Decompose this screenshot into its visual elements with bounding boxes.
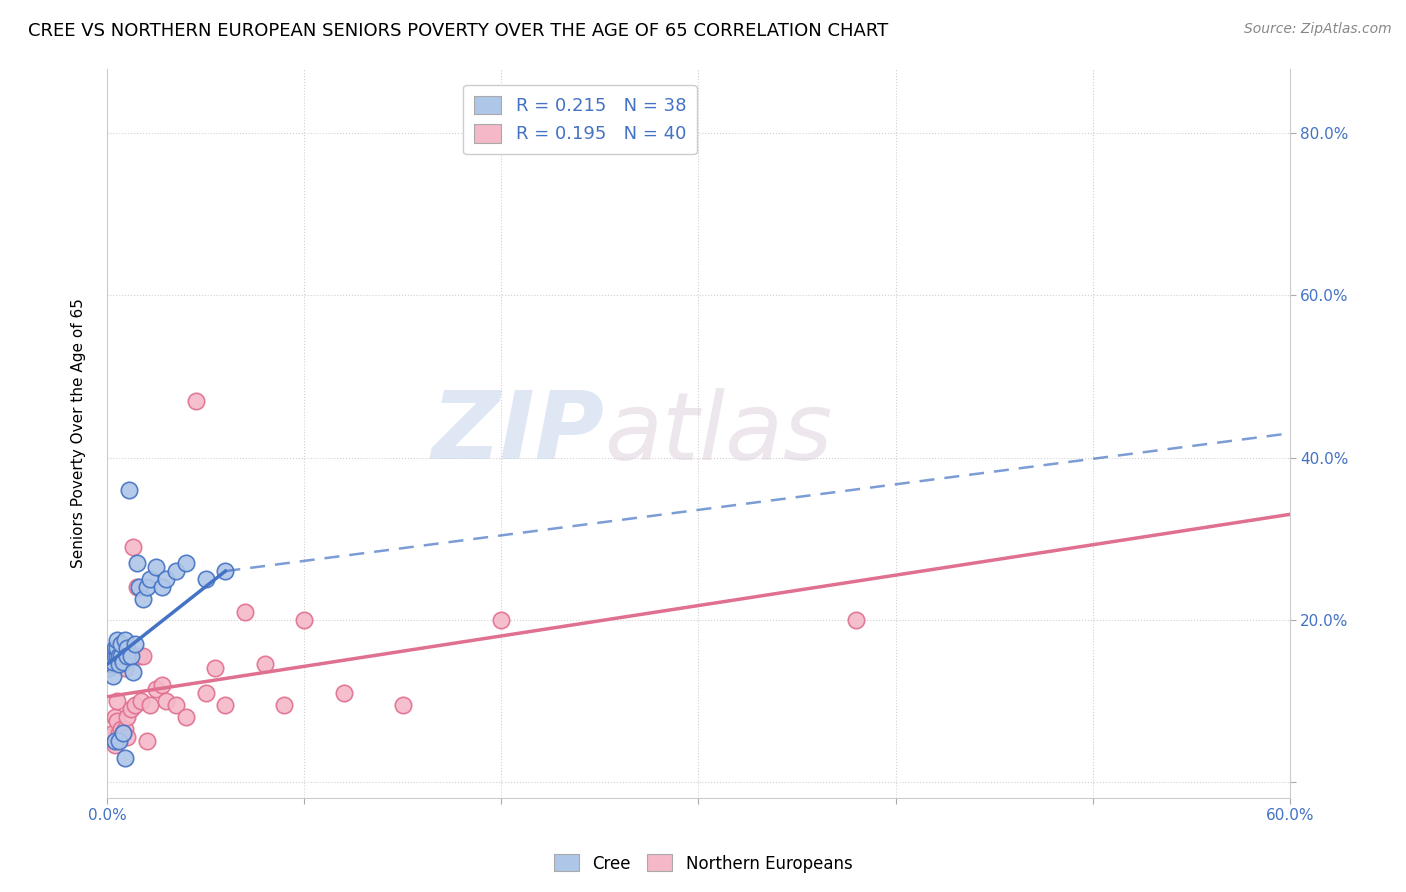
Point — [114, 632, 136, 647]
Point — [120, 702, 142, 716]
Point — [165, 698, 187, 712]
Text: atlas: atlas — [603, 388, 832, 479]
Point — [110, 637, 132, 651]
Point — [139, 572, 162, 586]
Point — [115, 641, 138, 656]
Legend: Cree, Northern Europeans: Cree, Northern Europeans — [547, 847, 859, 880]
Point — [204, 661, 226, 675]
Point — [105, 649, 128, 664]
Point — [125, 556, 148, 570]
Point — [145, 681, 167, 696]
Point — [104, 739, 127, 753]
Point — [114, 722, 136, 736]
Point — [104, 734, 127, 748]
Point — [150, 580, 173, 594]
Point — [105, 641, 128, 656]
Point — [135, 734, 157, 748]
Y-axis label: Seniors Poverty Over the Age of 65: Seniors Poverty Over the Age of 65 — [72, 298, 86, 568]
Point — [391, 698, 413, 712]
Text: Source: ZipAtlas.com: Source: ZipAtlas.com — [1244, 22, 1392, 37]
Point — [108, 649, 131, 664]
Point — [128, 580, 150, 594]
Point — [292, 613, 315, 627]
Point — [118, 483, 141, 497]
Point — [845, 613, 868, 627]
Point — [129, 694, 152, 708]
Point — [101, 655, 124, 669]
Point — [111, 726, 134, 740]
Point — [108, 657, 131, 672]
Point — [104, 649, 127, 664]
Point — [131, 649, 153, 664]
Point — [273, 698, 295, 712]
Point — [124, 637, 146, 651]
Text: ZIP: ZIP — [432, 387, 603, 479]
Point — [100, 649, 122, 664]
Point — [98, 661, 121, 675]
Point — [110, 722, 132, 736]
Legend: R = 0.215   N = 38, R = 0.195   N = 40: R = 0.215 N = 38, R = 0.195 N = 40 — [464, 85, 697, 154]
Point — [121, 540, 143, 554]
Point — [118, 649, 141, 664]
Point — [150, 677, 173, 691]
Point — [174, 710, 197, 724]
Point — [124, 698, 146, 712]
Point — [233, 605, 256, 619]
Point — [100, 731, 122, 745]
Point — [115, 731, 138, 745]
Point — [184, 393, 207, 408]
Point — [100, 657, 122, 672]
Point — [214, 564, 236, 578]
Point — [139, 698, 162, 712]
Point — [194, 686, 217, 700]
Point — [101, 669, 124, 683]
Point — [135, 580, 157, 594]
Point — [174, 556, 197, 570]
Point — [131, 592, 153, 607]
Point — [108, 726, 131, 740]
Point — [101, 726, 124, 740]
Point — [104, 710, 127, 724]
Point — [145, 560, 167, 574]
Point — [253, 657, 276, 672]
Point — [214, 698, 236, 712]
Point — [115, 649, 138, 664]
Point — [108, 734, 131, 748]
Point — [194, 572, 217, 586]
Point — [114, 661, 136, 675]
Point — [104, 641, 127, 656]
Point — [128, 649, 150, 664]
Point — [114, 750, 136, 764]
Point — [125, 580, 148, 594]
Point — [111, 726, 134, 740]
Point — [155, 694, 177, 708]
Point — [105, 632, 128, 647]
Point — [121, 665, 143, 680]
Point — [332, 686, 354, 700]
Point — [120, 649, 142, 664]
Point — [155, 572, 177, 586]
Point — [105, 714, 128, 728]
Point — [115, 710, 138, 724]
Text: CREE VS NORTHERN EUROPEAN SENIORS POVERTY OVER THE AGE OF 65 CORRELATION CHART: CREE VS NORTHERN EUROPEAN SENIORS POVERT… — [28, 22, 889, 40]
Point — [105, 694, 128, 708]
Point — [111, 655, 134, 669]
Point — [491, 613, 513, 627]
Point — [110, 649, 132, 664]
Point — [165, 564, 187, 578]
